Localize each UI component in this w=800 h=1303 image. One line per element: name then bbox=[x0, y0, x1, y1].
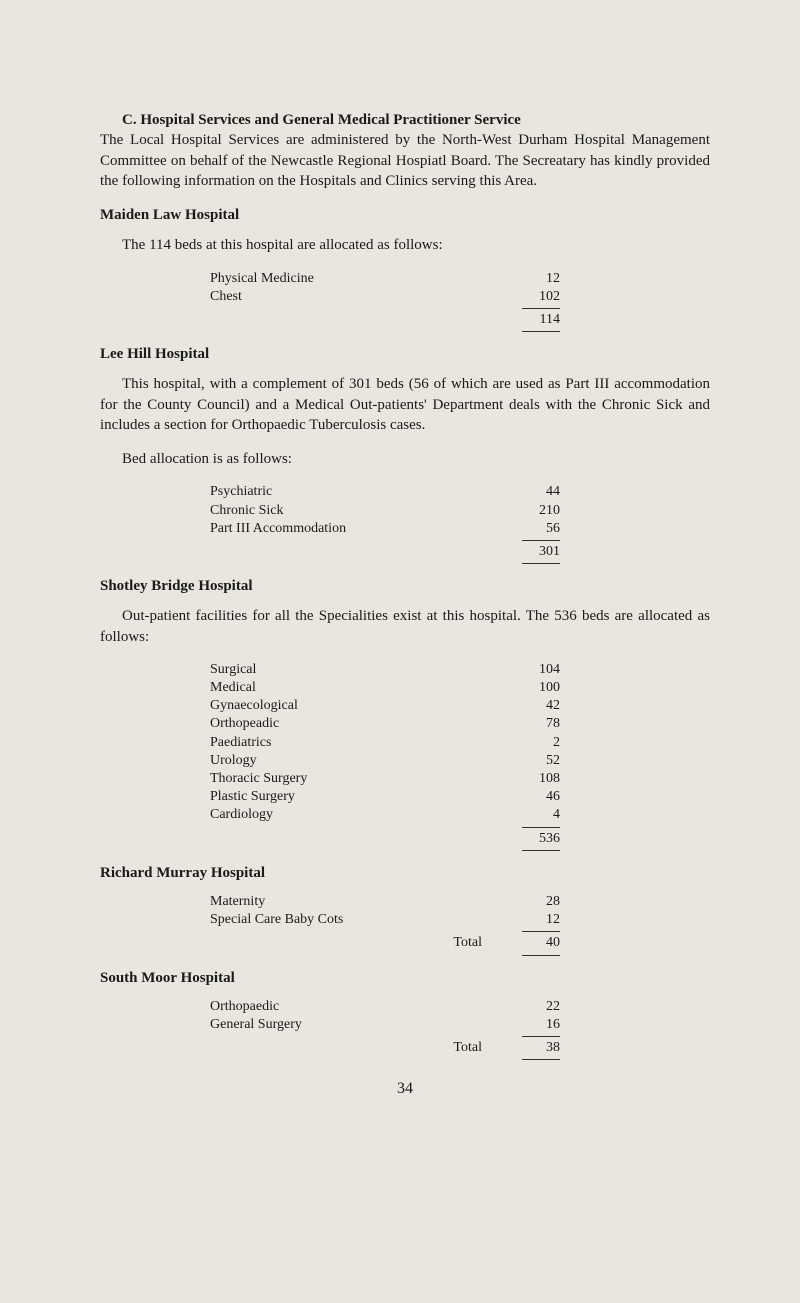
table-row: Special Care Baby Cots 12 bbox=[210, 911, 560, 929]
table-row: Surgical 104 bbox=[210, 661, 560, 679]
row-value: 100 bbox=[510, 679, 560, 697]
row-label: Orthopaedic bbox=[210, 998, 510, 1016]
row-label: Gynaecological bbox=[210, 697, 510, 715]
section-intro-text: The Local Hospital Services are administ… bbox=[100, 132, 710, 189]
table-row: Maternity 28 bbox=[210, 893, 560, 911]
rule-line bbox=[522, 827, 560, 828]
table-row: Orthopeadic 78 bbox=[210, 715, 560, 733]
rule-line bbox=[522, 850, 560, 851]
rule-line bbox=[522, 540, 560, 541]
row-label: Part III Accommodation bbox=[210, 520, 510, 538]
total-row: Total 40 bbox=[210, 934, 560, 952]
row-label: Special Care Baby Cots bbox=[210, 911, 510, 929]
lee-hill-table: Psychiatric 44 Chronic Sick 210 Part III… bbox=[210, 483, 560, 564]
total-row: Total 38 bbox=[210, 1039, 560, 1057]
rule-line bbox=[522, 931, 560, 932]
row-value: 12 bbox=[510, 911, 560, 929]
table-row: Chest 102 bbox=[210, 288, 560, 306]
row-value: 104 bbox=[510, 661, 560, 679]
row-value: 4 bbox=[510, 806, 560, 824]
lee-hill-header: Lee Hill Hospital bbox=[100, 344, 710, 364]
table-row: Medical 100 bbox=[210, 679, 560, 697]
row-value: 28 bbox=[510, 893, 560, 911]
page-number: 34 bbox=[100, 1078, 710, 1100]
total-row: 301 bbox=[210, 543, 560, 561]
row-value: 16 bbox=[510, 1016, 560, 1034]
row-value: 108 bbox=[510, 770, 560, 788]
table-row: Urology 52 bbox=[210, 752, 560, 770]
section-intro: C. Hospital Services and General Medical… bbox=[100, 110, 710, 191]
richard-murray-table: Maternity 28 Special Care Baby Cots 12 T… bbox=[210, 893, 560, 956]
row-value: 102 bbox=[510, 288, 560, 306]
table-row: Gynaecological 42 bbox=[210, 697, 560, 715]
row-value: 52 bbox=[510, 752, 560, 770]
row-label: Chronic Sick bbox=[210, 502, 510, 520]
rule-line bbox=[522, 1036, 560, 1037]
lee-hill-intro2: Bed allocation is as follows: bbox=[100, 449, 710, 469]
rule-line bbox=[522, 1059, 560, 1060]
row-value: 12 bbox=[510, 270, 560, 288]
table-row: Thoracic Surgery 108 bbox=[210, 770, 560, 788]
rule-line bbox=[522, 563, 560, 564]
table-row: Paediatrics 2 bbox=[210, 734, 560, 752]
total-value: 536 bbox=[510, 830, 560, 848]
maiden-law-table: Physical Medicine 12 Chest 102 114 bbox=[210, 270, 560, 333]
table-row: General Surgery 16 bbox=[210, 1016, 560, 1034]
row-label: Maternity bbox=[210, 893, 510, 911]
row-label: Urology bbox=[210, 752, 510, 770]
row-label: General Surgery bbox=[210, 1016, 510, 1034]
row-value: 56 bbox=[510, 520, 560, 538]
row-label: Orthopeadic bbox=[210, 715, 510, 733]
row-value: 46 bbox=[510, 788, 560, 806]
row-label: Surgical bbox=[210, 661, 510, 679]
table-row: Part III Accommodation 56 bbox=[210, 520, 560, 538]
table-row: Orthopaedic 22 bbox=[210, 998, 560, 1016]
total-value: 114 bbox=[510, 311, 560, 329]
row-value: 78 bbox=[510, 715, 560, 733]
row-label: Chest bbox=[210, 288, 510, 306]
total-row: 536 bbox=[210, 830, 560, 848]
row-value: 210 bbox=[510, 502, 560, 520]
table-row: Cardiology 4 bbox=[210, 806, 560, 824]
row-label: Thoracic Surgery bbox=[210, 770, 510, 788]
row-value: 44 bbox=[510, 483, 560, 501]
row-value: 22 bbox=[510, 998, 560, 1016]
row-value: 2 bbox=[510, 734, 560, 752]
shotley-intro: Out-patient facilities for all the Speci… bbox=[100, 606, 710, 647]
total-value: 38 bbox=[510, 1039, 560, 1057]
maiden-law-intro: The 114 beds at this hospital are alloca… bbox=[100, 235, 710, 255]
maiden-law-header: Maiden Law Hospital bbox=[100, 205, 710, 225]
row-label: Paediatrics bbox=[210, 734, 510, 752]
row-label: Physical Medicine bbox=[210, 270, 510, 288]
total-label: Total bbox=[453, 1039, 482, 1057]
south-moor-table: Orthopaedic 22 General Surgery 16 Total … bbox=[210, 998, 560, 1061]
table-row: Physical Medicine 12 bbox=[210, 270, 560, 288]
row-label: Medical bbox=[210, 679, 510, 697]
rule-line bbox=[522, 331, 560, 332]
richard-murray-header: Richard Murray Hospital bbox=[100, 863, 710, 883]
row-label: Cardiology bbox=[210, 806, 510, 824]
total-label: Total bbox=[453, 934, 482, 952]
lee-hill-intro: This hospital, with a complement of 301 … bbox=[100, 374, 710, 435]
south-moor-header: South Moor Hospital bbox=[100, 968, 710, 988]
row-label: Psychiatric bbox=[210, 483, 510, 501]
total-value: 301 bbox=[510, 543, 560, 561]
table-row: Psychiatric 44 bbox=[210, 483, 560, 501]
total-row: 114 bbox=[210, 311, 560, 329]
rule-line bbox=[522, 308, 560, 309]
table-row: Chronic Sick 210 bbox=[210, 502, 560, 520]
rule-line bbox=[522, 955, 560, 956]
shotley-header: Shotley Bridge Hospital bbox=[100, 576, 710, 596]
total-value: 40 bbox=[510, 934, 560, 952]
row-value: 42 bbox=[510, 697, 560, 715]
row-label: Plastic Surgery bbox=[210, 788, 510, 806]
shotley-table: Surgical 104 Medical 100 Gynaecological … bbox=[210, 661, 560, 851]
table-row: Plastic Surgery 46 bbox=[210, 788, 560, 806]
section-letter: C. bbox=[122, 112, 137, 128]
section-title: Hospital Services and General Medical Pr… bbox=[140, 112, 520, 128]
